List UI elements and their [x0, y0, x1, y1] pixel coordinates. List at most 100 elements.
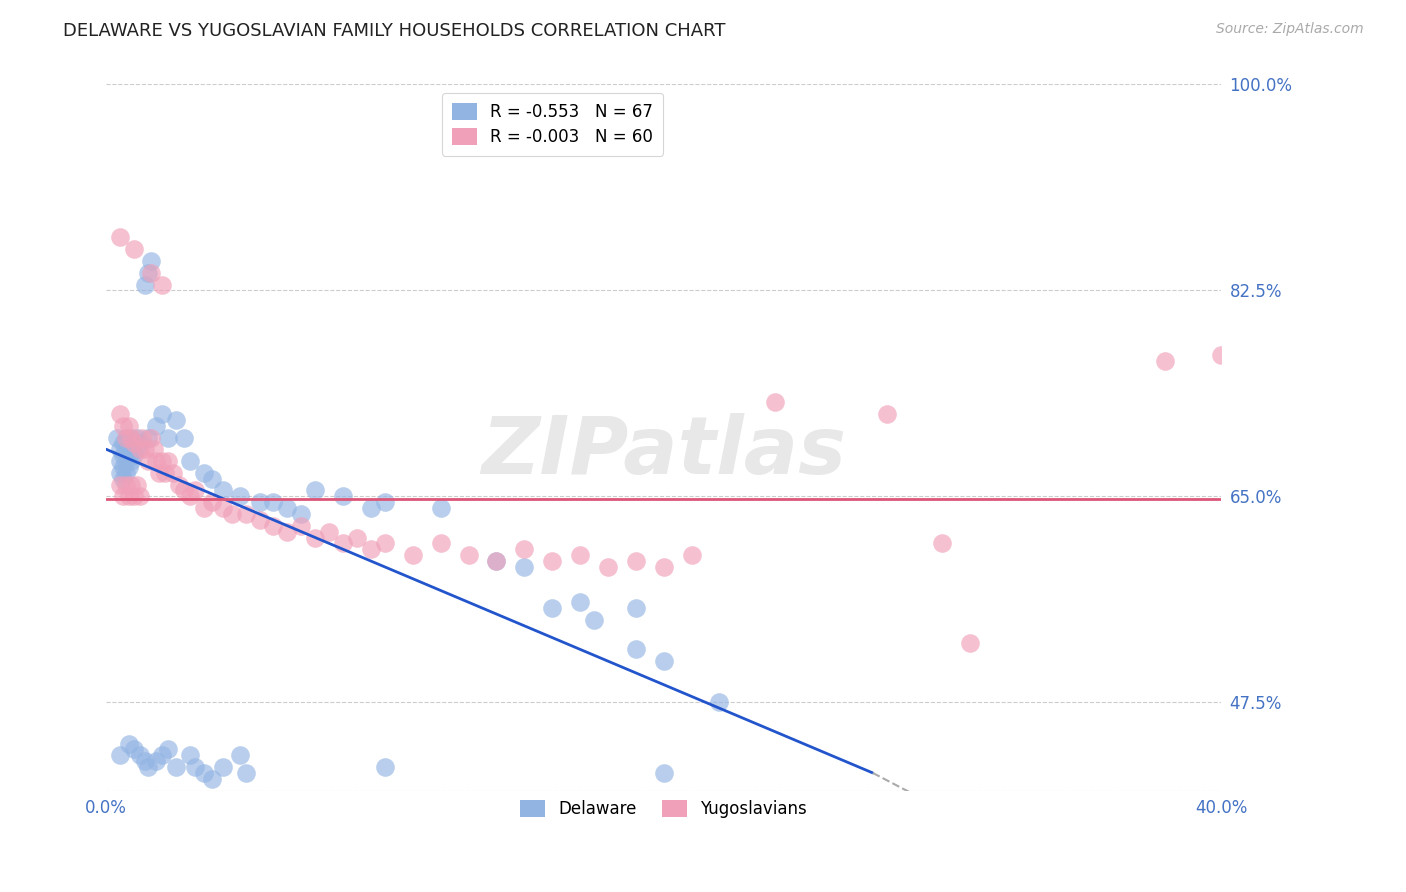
Point [583, 613, 606, 627]
Point [145, 454, 167, 468]
Point [624, 554, 647, 568]
Point [709, 695, 731, 709]
Point [136, 760, 159, 774]
Point [162, 466, 184, 480]
Point [111, 459, 134, 474]
Point [263, 495, 285, 509]
Point [624, 601, 647, 615]
Point [122, 242, 145, 256]
Point [150, 748, 173, 763]
Point [290, 507, 312, 521]
Point [134, 442, 156, 457]
Point [114, 430, 136, 444]
Point [128, 442, 150, 457]
Point [276, 524, 298, 539]
Point [117, 489, 139, 503]
Point [173, 483, 195, 498]
Point [122, 742, 145, 756]
Point [346, 531, 368, 545]
Point [229, 748, 252, 763]
Point [139, 254, 162, 268]
Point [249, 513, 271, 527]
Point [184, 483, 207, 498]
Point [111, 436, 134, 450]
Point [681, 548, 703, 562]
Point [142, 442, 165, 457]
Point [156, 430, 179, 444]
Point [120, 454, 142, 468]
Point [125, 442, 148, 457]
Point [122, 436, 145, 450]
Point [360, 501, 382, 516]
Point [1154, 354, 1177, 368]
Point [148, 466, 170, 480]
Point [569, 548, 592, 562]
Point [145, 754, 167, 768]
Point [374, 760, 396, 774]
Point [652, 766, 675, 780]
Point [541, 601, 564, 615]
Point [360, 542, 382, 557]
Point [122, 448, 145, 462]
Point [156, 742, 179, 756]
Point [429, 501, 451, 516]
Point [125, 430, 148, 444]
Point [156, 454, 179, 468]
Point [153, 466, 176, 480]
Point [332, 536, 354, 550]
Point [128, 489, 150, 503]
Point [235, 766, 257, 780]
Point [111, 418, 134, 433]
Point [120, 442, 142, 457]
Point [318, 524, 340, 539]
Point [212, 760, 235, 774]
Point [457, 548, 479, 562]
Point [125, 477, 148, 491]
Point [139, 430, 162, 444]
Text: DELAWARE VS YUGOSLAVIAN FAMILY HOUSEHOLDS CORRELATION CHART: DELAWARE VS YUGOSLAVIAN FAMILY HOUSEHOLD… [63, 22, 725, 40]
Point [131, 430, 153, 444]
Point [165, 413, 187, 427]
Point [212, 483, 235, 498]
Point [513, 542, 536, 557]
Point [485, 554, 508, 568]
Point [931, 536, 953, 550]
Point [201, 472, 224, 486]
Point [179, 454, 201, 468]
Point [108, 454, 131, 468]
Point [114, 466, 136, 480]
Point [108, 407, 131, 421]
Point [114, 477, 136, 491]
Point [111, 448, 134, 462]
Point [959, 636, 981, 650]
Point [108, 477, 131, 491]
Text: Source: ZipAtlas.com: Source: ZipAtlas.com [1216, 22, 1364, 37]
Point [114, 454, 136, 468]
Point [150, 277, 173, 292]
Point [876, 407, 898, 421]
Point [652, 654, 675, 668]
Point [105, 430, 128, 444]
Point [513, 560, 536, 574]
Point [111, 472, 134, 486]
Point [332, 489, 354, 503]
Point [139, 266, 162, 280]
Point [173, 430, 195, 444]
Point [117, 448, 139, 462]
Point [184, 760, 207, 774]
Point [165, 760, 187, 774]
Point [108, 748, 131, 763]
Point [402, 548, 425, 562]
Point [120, 430, 142, 444]
Point [150, 454, 173, 468]
Point [108, 230, 131, 244]
Point [229, 489, 252, 503]
Point [134, 277, 156, 292]
Point [108, 442, 131, 457]
Point [117, 436, 139, 450]
Point [128, 436, 150, 450]
Point [374, 536, 396, 550]
Point [193, 766, 215, 780]
Point [150, 407, 173, 421]
Point [624, 642, 647, 657]
